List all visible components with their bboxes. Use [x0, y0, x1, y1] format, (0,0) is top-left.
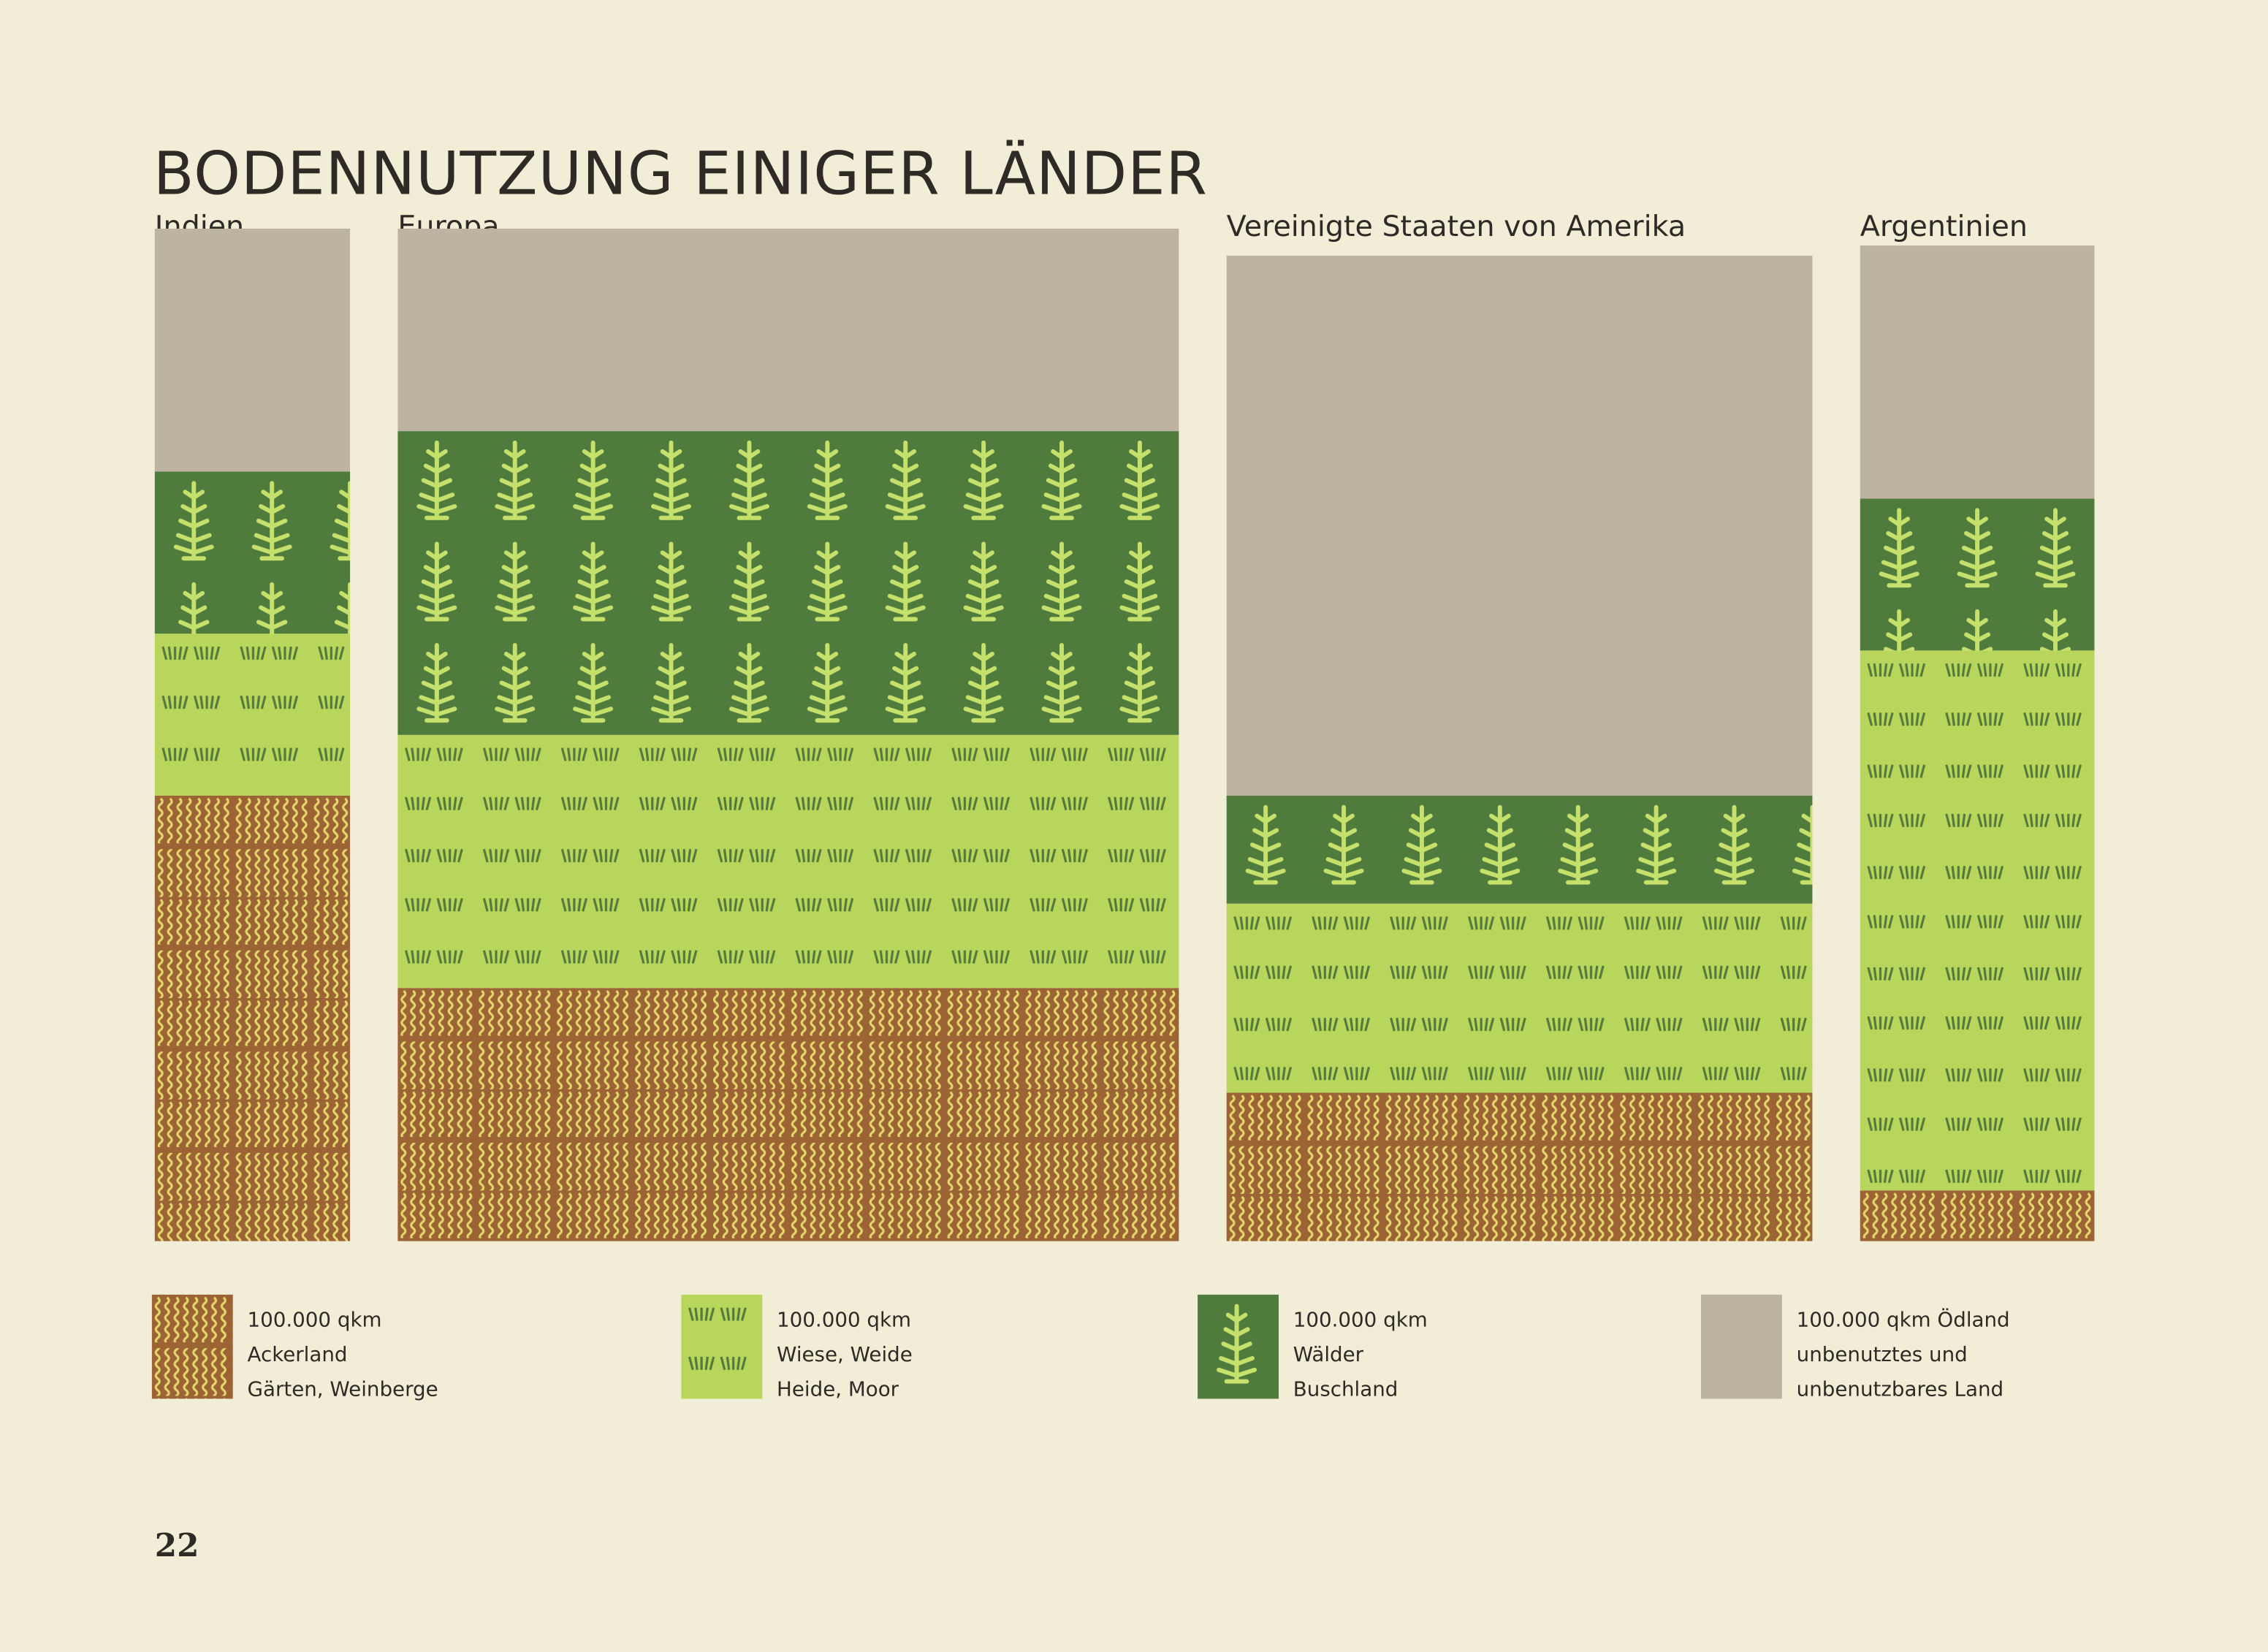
land-segment [154, 228, 351, 472]
land-segment [1860, 498, 2095, 651]
land-segment [397, 431, 1179, 735]
land-segment [1226, 795, 1813, 904]
land-segment [154, 471, 351, 634]
land-segment [154, 633, 351, 796]
land-segment [1226, 255, 1813, 796]
legend-text: unbenutzbares Land [1797, 1377, 2003, 1401]
legend-text: Wiese, Weide [777, 1342, 913, 1366]
land-segment [1860, 245, 2095, 499]
legend-text: Wälder [1293, 1342, 1364, 1366]
page-number: 22 [155, 1527, 199, 1564]
legend-text: Ackerland [248, 1342, 348, 1366]
legend-swatch [681, 1294, 763, 1399]
legend-text: unbenutztes und [1797, 1342, 1968, 1366]
chart-title: BODENNUTZUNG EINIGER LÄNDER [153, 139, 1208, 208]
legend-text: 100.000 qkm [1293, 1307, 1428, 1331]
legend-text: 100.000 qkm Ödland [1797, 1306, 2010, 1331]
country-label: Vereinigte Staaten von Amerika [1227, 210, 1686, 243]
land-segment [397, 228, 1179, 432]
legend-text: 100.000 qkm [777, 1307, 911, 1331]
land-segment [154, 795, 351, 1241]
legend-text: Gärten, Weinberge [248, 1377, 438, 1401]
legend-text: Heide, Moor [777, 1377, 899, 1401]
legend-text: Buschland [1293, 1377, 1399, 1401]
land-segment [397, 734, 1179, 989]
legend-text: 100.000 qkm [248, 1307, 382, 1331]
land-segment [1226, 1092, 1813, 1241]
legend-swatch [1198, 1294, 1279, 1399]
land-segment [1226, 903, 1813, 1093]
land-segment [397, 988, 1179, 1241]
land-segment [1860, 650, 2095, 1191]
land-segment [1860, 1190, 2095, 1241]
country-label: Argentinien [1860, 210, 2028, 243]
legend-swatch [151, 1294, 233, 1399]
legend-swatch [1701, 1294, 1782, 1399]
